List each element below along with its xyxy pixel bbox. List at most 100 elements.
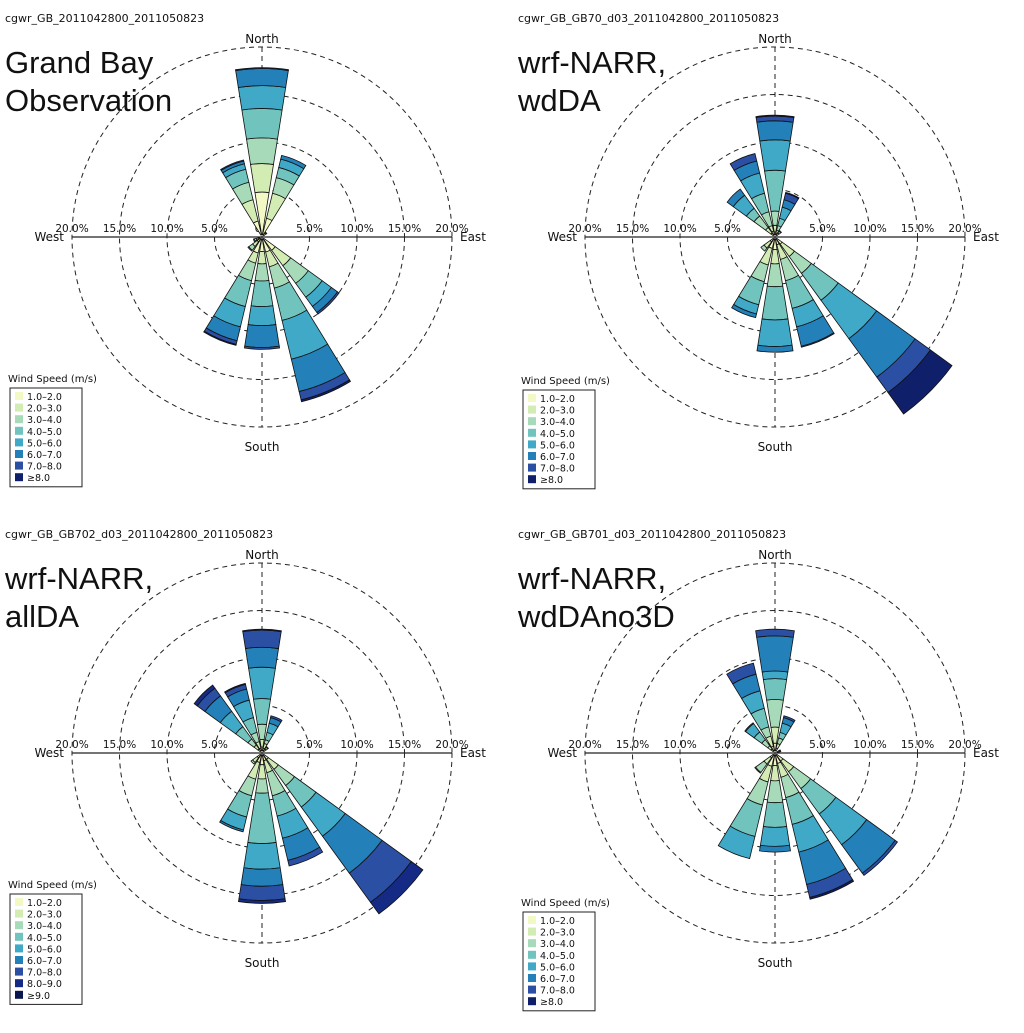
sector-180-bin-2	[257, 764, 267, 780]
sector-0-bin-4	[762, 678, 788, 701]
east-label: East	[973, 230, 999, 244]
panel-title: cgwr_GB_GB70_d03_2011042800_2011050823	[518, 12, 779, 25]
legend-label: 4.0–5.0	[27, 933, 62, 944]
legend-swatch	[15, 956, 23, 964]
legend-label: 6.0–7.0	[27, 450, 62, 461]
legend-label: 5.0–6.0	[540, 440, 575, 451]
legend-swatch	[15, 921, 23, 930]
ring-label-west: 15.0%	[616, 223, 649, 235]
ring-label-east: 20.0%	[435, 739, 468, 751]
legend-swatch	[528, 428, 536, 437]
legend-label: ≥9.0	[27, 991, 50, 1002]
panel-label-line: wrf-NARR,	[4, 561, 153, 596]
sector-0-bin-6	[756, 120, 794, 142]
panel-label-line: wrf-NARR,	[517, 561, 666, 596]
sector-180-bin-6	[759, 844, 791, 853]
sector-135-bin-7	[316, 291, 340, 315]
legend-swatch	[528, 950, 536, 959]
legend-label: 5.0–6.0	[27, 944, 62, 955]
legend-swatch	[15, 944, 23, 953]
ring-label-west: 10.0%	[663, 739, 696, 751]
panel-label-line: wdDA	[517, 83, 601, 118]
ring-label-west: 20.0%	[568, 739, 601, 751]
sector-180-bin-2	[257, 250, 267, 265]
panel-label-line: allDA	[5, 599, 79, 634]
sector-180-bin-6	[240, 867, 284, 887]
legend-label: 6.0–7.0	[27, 956, 62, 967]
legend-swatch	[15, 392, 23, 400]
sector-180-bin-3	[255, 778, 269, 794]
legend-label: ≥8.0	[540, 997, 563, 1008]
legend-label: 7.0–8.0	[27, 968, 62, 979]
legend-label: 3.0–4.0	[27, 921, 62, 932]
sector-180-bin-5	[247, 305, 277, 327]
sector-0-bin-7	[755, 628, 795, 638]
sector-0-bin-4	[253, 698, 271, 726]
legend-swatch	[528, 927, 536, 936]
sector-180-bin-4	[250, 280, 274, 308]
sector-0-bin-8	[242, 628, 282, 633]
legend-label: 4.0–5.0	[27, 427, 62, 438]
ring-label-east: 10.0%	[340, 739, 373, 751]
ring-label-west: 20.0%	[568, 223, 601, 235]
sector-202.5-bin-6	[219, 819, 245, 833]
sector-180-bin-8	[238, 898, 286, 904]
legend-label: 1.0–2.0	[540, 394, 575, 405]
sector-225-bin-3	[250, 759, 256, 765]
wind-rose-panel-2: cgwr_GB_GB70_d03_2011042800_2011050823 5.…	[517, 12, 999, 490]
north-label: North	[758, 548, 792, 562]
sector-180-bin-5	[757, 318, 793, 347]
sector-225-bin-3	[760, 244, 768, 252]
ring-label-east: 5.0%	[296, 223, 323, 235]
legend-title: Wind Speed (m/s)	[521, 898, 610, 909]
sector-0-bin-3	[257, 723, 267, 741]
legend-swatch	[15, 909, 23, 918]
sector-247.5-bin-4	[252, 238, 256, 243]
ring-label-east: 20.0%	[435, 223, 468, 235]
ring-label-east: 10.0%	[340, 223, 373, 235]
legend-label: 3.0–4.0	[540, 417, 575, 428]
ring-label-east: 15.0%	[901, 223, 934, 235]
legend-title: Wind Speed (m/s)	[8, 880, 97, 891]
sector-0-bin-6	[756, 635, 794, 673]
legend-swatch	[528, 405, 536, 414]
legend-label: 2.0–3.0	[27, 404, 62, 415]
south-label: South	[245, 956, 280, 970]
ring-label-east: 15.0%	[388, 223, 421, 235]
legend-label: 2.0–3.0	[540, 928, 575, 939]
sector-0-bin-6	[235, 68, 289, 88]
legend-swatch	[15, 450, 23, 458]
south-label: South	[758, 440, 793, 454]
sector-22.5-bin-6	[280, 154, 307, 170]
sector-337.5-bin-7	[729, 153, 758, 171]
panel-label-line: wdDAno3D	[517, 599, 675, 634]
wind-rose-panel-4: cgwr_GB_GB701_d03_2011042800_2011050823 5…	[517, 528, 999, 1012]
legend-swatch	[528, 974, 536, 982]
ring-label-east: 15.0%	[901, 739, 934, 751]
ring-label-west: 5.0%	[201, 739, 228, 751]
sector-180-bin-4	[761, 285, 789, 321]
panel-label-line: wrf-NARR,	[517, 45, 666, 80]
west-label: West	[34, 230, 64, 244]
legend-label: 1.0–2.0	[27, 392, 62, 403]
west-label: West	[34, 746, 64, 760]
legend-label: 7.0–8.0	[27, 462, 62, 473]
sector-180-bin-7	[238, 884, 286, 901]
legend-swatch	[15, 898, 23, 906]
sector-67.5-bin-3	[778, 749, 782, 753]
ring-label-west: 10.0%	[150, 739, 183, 751]
legend-label: 3.0–4.0	[27, 415, 62, 426]
ring-label-east: 20.0%	[948, 739, 981, 751]
sector-0-bin-6	[245, 646, 279, 669]
legend-label: 5.0–6.0	[27, 438, 62, 449]
sector-180-bin-5	[243, 841, 281, 870]
sector-337.5-bin-7	[220, 159, 245, 171]
ring-label-west: 5.0%	[714, 739, 741, 751]
ring-label-west: 5.0%	[201, 223, 228, 235]
sector-180-bin-4	[762, 801, 788, 828]
legend-swatch	[528, 452, 536, 460]
sector-45-bin-3	[778, 230, 782, 234]
sector-157.5-bin-8	[809, 879, 855, 900]
sector-202.5-bin-5	[717, 825, 756, 860]
legend-label: 7.0–8.0	[540, 464, 575, 475]
